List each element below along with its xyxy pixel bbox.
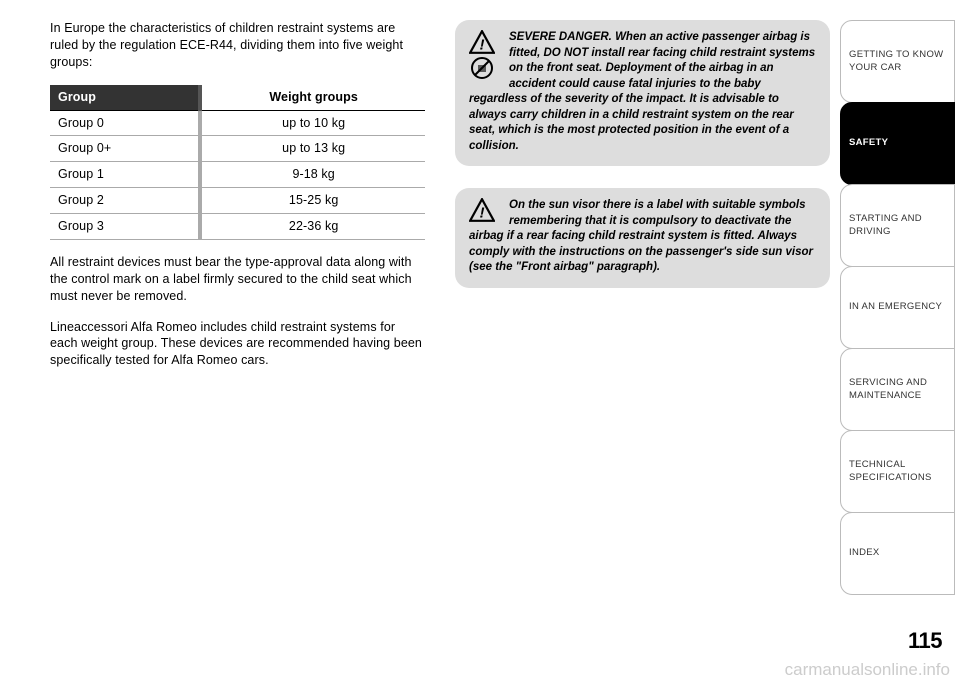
tab-servicing[interactable]: SERVICING AND MAINTENANCE [840, 348, 955, 431]
warning-text: On the sun visor there is a label with s… [469, 199, 813, 273]
table-row: Group 1 9-18 kg [50, 162, 425, 188]
weight-groups-table: Group Weight groups Group 0 up to 10 kg … [50, 85, 425, 240]
warning-sun-visor: ! On the sun visor there is a label with… [455, 188, 830, 288]
watermark: carmanualsonline.info [785, 660, 950, 680]
table-row: Group 2 15-25 kg [50, 188, 425, 214]
tab-getting-to-know[interactable]: GETTING TO KNOW YOUR CAR [840, 20, 955, 103]
svg-text:!: ! [479, 37, 484, 54]
warning-triangle-icon: ! [469, 30, 495, 54]
section-tabs: GETTING TO KNOW YOUR CAR SAFETY STARTING… [840, 20, 955, 646]
left-column: In Europe the characteristics of childre… [50, 20, 425, 646]
table-row: Group 0+ up to 13 kg [50, 136, 425, 162]
warning-icons: ! [469, 30, 503, 82]
page-number: 115 [908, 628, 942, 654]
table-row: Group 0 up to 10 kg [50, 110, 425, 136]
middle-column: ! SEVERE DANGER. When an active passenge… [455, 20, 830, 646]
tab-index[interactable]: INDEX [840, 512, 955, 595]
table-header-group: Group [50, 85, 200, 110]
warning-triangle-icon: ! [469, 198, 495, 222]
intro-text: In Europe the characteristics of childre… [50, 20, 425, 71]
warning-severe-danger: ! SEVERE DANGER. When an active passenge… [455, 20, 830, 166]
table-row: Group 3 22-36 kg [50, 214, 425, 240]
tab-emergency[interactable]: IN AN EMERGENCY [840, 266, 955, 349]
tab-technical[interactable]: TECHNICAL SPECIFICATIONS [840, 430, 955, 513]
warning-text: SEVERE DANGER. When an active passenger … [469, 31, 815, 152]
tab-starting-driving[interactable]: STARTING AND DRIVING [840, 184, 955, 267]
tab-safety[interactable]: SAFETY [840, 102, 955, 185]
paragraph-lineaccessori: Lineaccessori Alfa Romeo includes child … [50, 319, 425, 370]
paragraph-approval: All restraint devices must bear the type… [50, 254, 425, 305]
no-child-seat-icon [469, 56, 495, 80]
svg-text:!: ! [479, 205, 484, 222]
warning-icons: ! [469, 198, 503, 224]
table-header-weight: Weight groups [200, 85, 425, 110]
